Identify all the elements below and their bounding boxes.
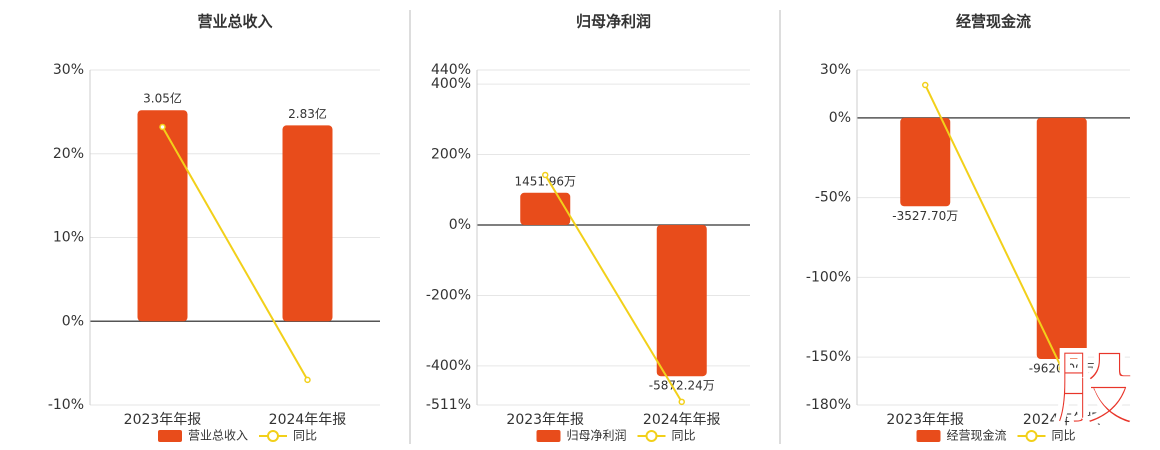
y-tick-label: -400% — [426, 358, 471, 374]
x-tick-label: 2023年年报 — [506, 412, 584, 428]
y-tick-label: -100% — [806, 269, 851, 285]
legend-swatch — [645, 430, 658, 442]
chart-title: 经营现金流 — [956, 13, 1031, 31]
line — [544, 174, 683, 403]
y-tick-label: 30% — [820, 62, 851, 78]
bar — [137, 110, 188, 322]
value-label: -5872.24万 — [649, 379, 715, 393]
value-label: 1451.96万 — [514, 174, 576, 188]
legend-label: 同比 — [1052, 429, 1076, 443]
legend-label: 归母净利润 — [567, 429, 627, 443]
legend-label: 营业总收入 — [188, 429, 248, 443]
value-label: -3527.70万 — [892, 209, 958, 223]
legend-label: 经营现金流 — [947, 428, 1007, 443]
y-tick-label: 440% — [431, 62, 471, 78]
y-tick-label: -50% — [815, 190, 851, 206]
x-tick-label: 2024年年报 — [269, 412, 347, 428]
bar — [656, 224, 707, 377]
y-tick-label: 0% — [449, 217, 471, 233]
line-marker — [304, 376, 311, 384]
y-tick-label: 30% — [53, 62, 84, 78]
x-tick-label: 2024年年报 — [643, 412, 721, 428]
chart-title: 营业总收入 — [197, 13, 272, 31]
x-tick-label: 2023年年报 — [886, 412, 964, 428]
line-marker — [1058, 365, 1065, 372]
bar — [520, 192, 571, 225]
legend-swatch — [916, 430, 941, 442]
legend-swatch — [1025, 430, 1038, 442]
y-tick-label: -200% — [426, 287, 471, 303]
legend-swatch — [267, 430, 279, 442]
y-tick-label: 20% — [53, 146, 84, 162]
value-label: 3.05亿 — [143, 91, 182, 106]
value-label: 2.83亿 — [288, 106, 327, 121]
y-tick-label: -150% — [806, 349, 851, 365]
x-tick-label: 2024年年报 — [1023, 412, 1101, 428]
bar — [900, 117, 951, 207]
y-tick-label: 200% — [431, 147, 471, 163]
line — [924, 84, 1063, 369]
line-marker — [159, 123, 166, 131]
legend-label: 同比 — [293, 429, 317, 443]
y-tick-label: -180% — [806, 397, 851, 413]
y-tick-label: -10% — [48, 397, 84, 413]
y-tick-label: -511% — [426, 397, 471, 413]
line-marker — [678, 398, 685, 406]
bar — [1036, 117, 1087, 360]
legend-swatch — [536, 430, 561, 442]
y-tick-label: 10% — [53, 230, 84, 246]
watermark: 股 — [1053, 340, 1137, 438]
chart-title: 归母净利润 — [576, 13, 651, 31]
bar — [282, 125, 333, 322]
y-tick-label: 0% — [62, 313, 84, 329]
x-tick-label: 2023年年报 — [124, 412, 202, 428]
y-tick-label: 400% — [431, 76, 471, 92]
line — [161, 126, 309, 381]
legend-label: 同比 — [672, 429, 696, 443]
line-marker — [922, 81, 929, 89]
line-marker — [542, 171, 549, 179]
y-tick-label: 0% — [829, 110, 851, 126]
legend-swatch — [158, 430, 182, 442]
